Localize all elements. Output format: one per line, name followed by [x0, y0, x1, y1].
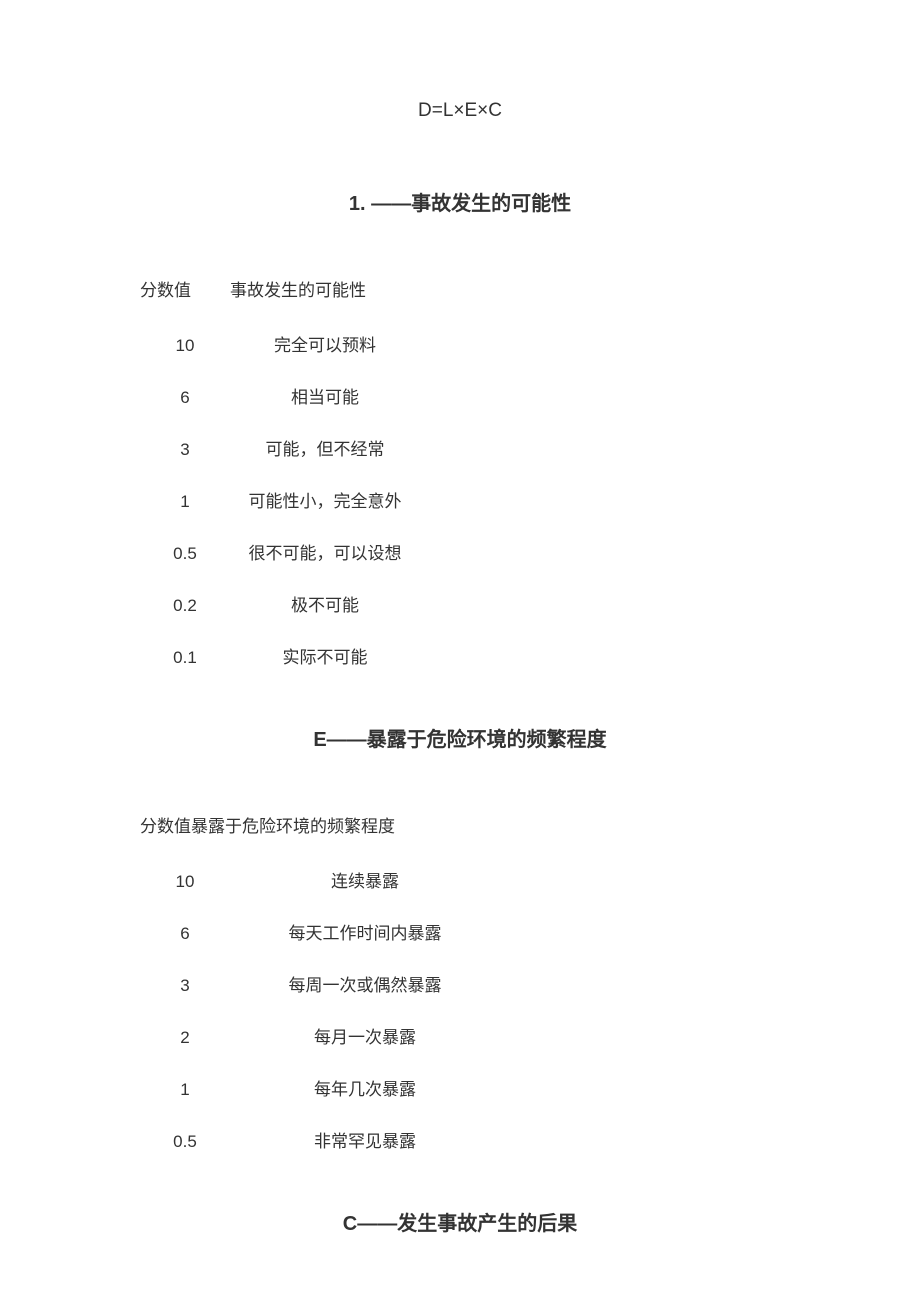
- score-cell: 3: [155, 976, 215, 996]
- desc-cell: 可能性小，完全意外: [225, 487, 425, 512]
- score-cell: 10: [155, 336, 215, 356]
- score-cell: 0.1: [155, 648, 215, 668]
- desc-cell: 实际不可能: [225, 643, 425, 668]
- score-cell: 0.5: [155, 1132, 215, 1152]
- table-e-container: 分数值暴露于危险环境的频繁程度 10 连续暴露 6 每天工作时间内暴露 3 每周…: [130, 812, 790, 1152]
- table-row: 3 可能，但不经常: [130, 435, 790, 460]
- table-row: 10 连续暴露: [130, 867, 790, 892]
- table-row: 0.2 极不可能: [130, 591, 790, 616]
- table-l-header-col2: 事故发生的可能性: [230, 276, 366, 301]
- table-l-container: 分数值 事故发生的可能性 10 完全可以预料 6 相当可能 3 可能，但不经常 …: [130, 276, 790, 668]
- score-cell: 6: [155, 388, 215, 408]
- desc-cell: 可能，但不经常: [225, 435, 425, 460]
- score-cell: 0.5: [155, 544, 215, 564]
- score-cell: 10: [155, 872, 215, 892]
- score-cell: 0.2: [155, 596, 215, 616]
- table-row: 1 可能性小，完全意外: [130, 487, 790, 512]
- section-l-title: 1. ——事故发生的可能性: [130, 187, 790, 216]
- table-row: 6 每天工作时间内暴露: [130, 919, 790, 944]
- score-cell: 1: [155, 1080, 215, 1100]
- desc-cell: 极不可能: [225, 591, 425, 616]
- table-row: 10 完全可以预料: [130, 331, 790, 356]
- table-row: 0.5 很不可能，可以设想: [130, 539, 790, 564]
- desc-cell: 很不可能，可以设想: [225, 539, 425, 564]
- desc-cell: 相当可能: [225, 383, 425, 408]
- score-cell: 3: [155, 440, 215, 460]
- desc-cell: 每天工作时间内暴露: [235, 919, 495, 944]
- table-l-header: 分数值 事故发生的可能性: [130, 276, 790, 301]
- table-row: 0.5 非常罕见暴露: [130, 1127, 790, 1152]
- table-e-header: 分数值暴露于危险环境的频繁程度: [130, 812, 790, 837]
- table-row: 6 相当可能: [130, 383, 790, 408]
- desc-cell: 非常罕见暴露: [235, 1127, 495, 1152]
- desc-cell: 每月一次暴露: [235, 1023, 495, 1048]
- formula-text: D=L×E×C: [130, 100, 790, 122]
- desc-cell: 每周一次或偶然暴露: [235, 971, 495, 996]
- table-row: 1 每年几次暴露: [130, 1075, 790, 1100]
- table-l-header-col1: 分数值: [140, 276, 230, 301]
- desc-cell: 每年几次暴露: [235, 1075, 495, 1100]
- section-c-title: C——发生事故产生的后果: [130, 1207, 790, 1236]
- score-cell: 2: [155, 1028, 215, 1048]
- score-cell: 6: [155, 924, 215, 944]
- desc-cell: 连续暴露: [235, 867, 495, 892]
- score-cell: 1: [155, 492, 215, 512]
- table-row: 0.1 实际不可能: [130, 643, 790, 668]
- table-row: 2 每月一次暴露: [130, 1023, 790, 1048]
- section-e-title: E——暴露于危险环境的频繁程度: [130, 723, 790, 752]
- desc-cell: 完全可以预料: [225, 331, 425, 356]
- table-row: 3 每周一次或偶然暴露: [130, 971, 790, 996]
